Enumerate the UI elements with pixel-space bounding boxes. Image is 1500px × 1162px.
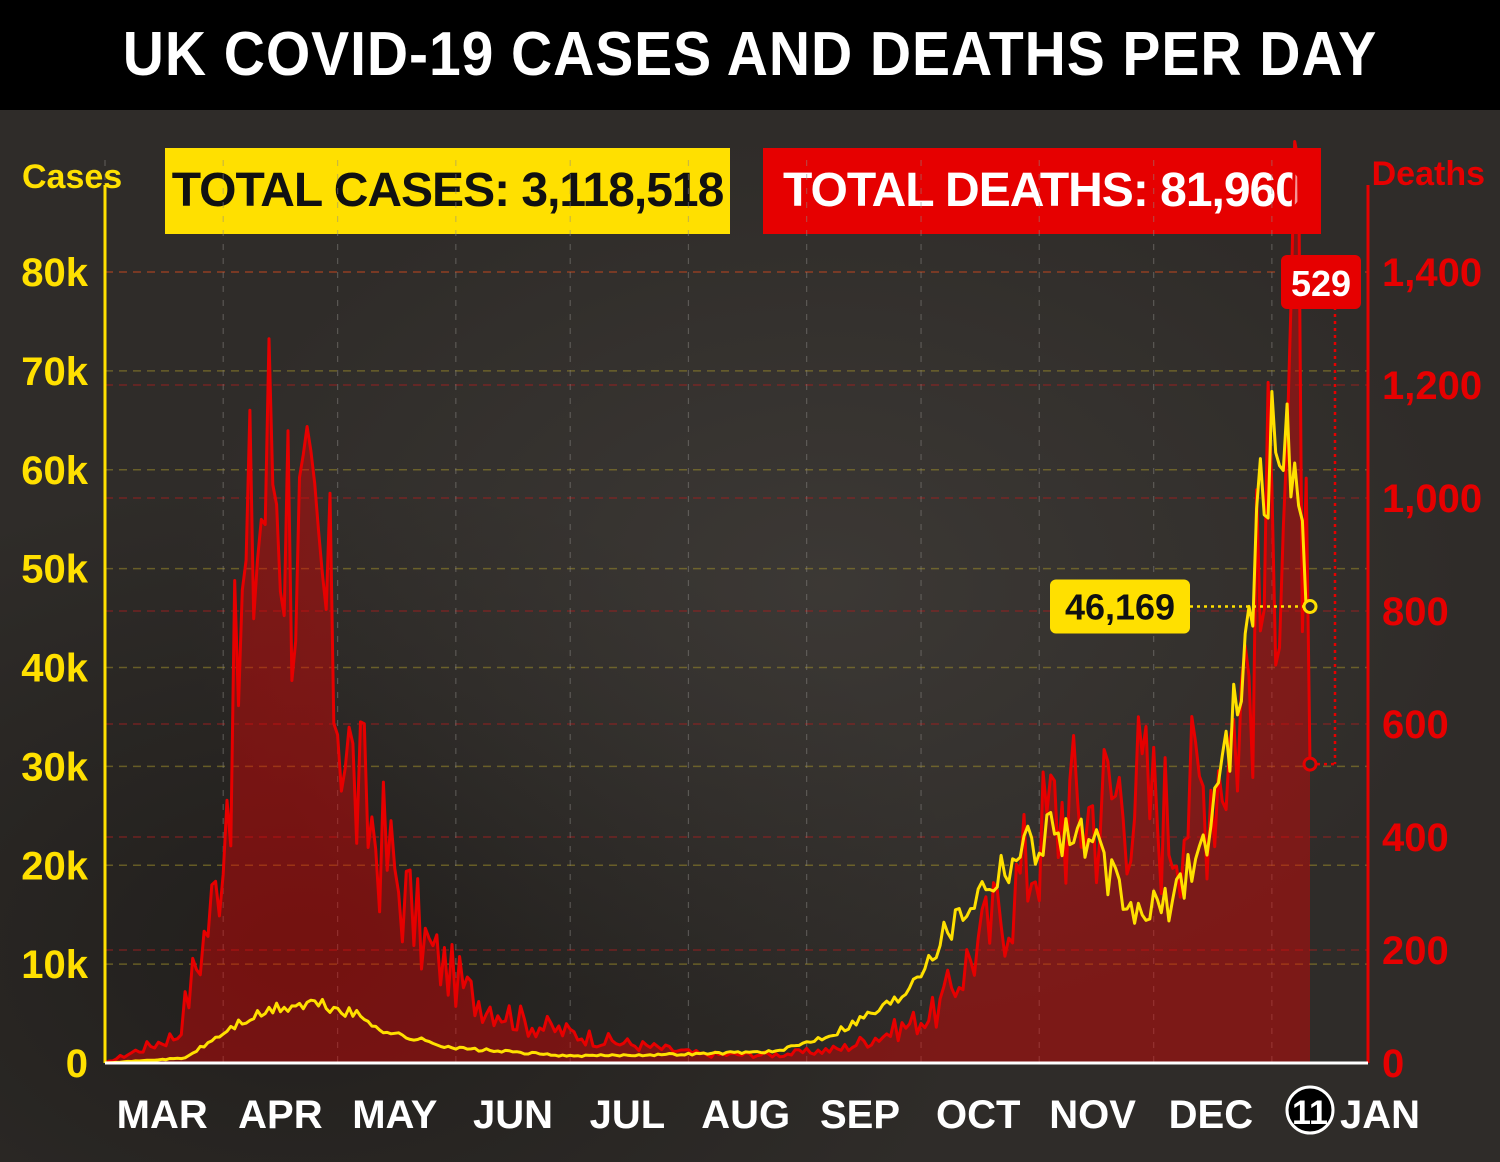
x-month-label: APR	[238, 1093, 323, 1137]
total-cases-label: TOTAL CASES: 3,118,518	[171, 164, 725, 217]
y-right-tick-label: 600	[1382, 703, 1449, 747]
y-left-tick-label: 30k	[21, 745, 88, 789]
x-month-label: SEP	[820, 1093, 900, 1137]
x-month-label: NOV	[1049, 1093, 1136, 1137]
y-right-tick-label: 200	[1382, 929, 1449, 973]
y-left-tick-label: 10k	[21, 943, 88, 987]
day-marker-circle	[1285, 1085, 1335, 1135]
total-cases-badge: TOTAL CASES: 3,118,518	[165, 148, 730, 234]
x-day-label: 11	[1292, 1094, 1328, 1132]
x-month-label: JUL	[590, 1093, 666, 1137]
x-month-label: MAY	[352, 1093, 438, 1137]
x-month-label: AUG	[701, 1093, 790, 1137]
page-title: UK COVID-19 CASES AND DEATHS PER DAY	[122, 20, 1378, 89]
y-left-tick-label: 70k	[21, 350, 88, 394]
y-right-tick-label: 1,000	[1382, 477, 1482, 521]
cases-callout-box	[1050, 579, 1190, 634]
cases-end-marker	[1302, 599, 1318, 615]
x-month-label: OCT	[936, 1093, 1020, 1137]
cases-series	[104, 390, 1311, 1065]
cases-line	[104, 390, 1311, 1065]
y-right-tick-label: 1,200	[1382, 364, 1482, 408]
y-right-title: Deaths	[1372, 155, 1485, 193]
deaths-area	[105, 141, 1310, 1063]
x-month-label: MAR	[117, 1093, 208, 1137]
deaths-end-marker	[1302, 756, 1318, 772]
header-bar: UK COVID-19 CASES AND DEATHS PER DAY	[0, 0, 1500, 110]
y-left-tick-label: 0	[66, 1042, 88, 1086]
y-left-tick-label: 80k	[21, 251, 88, 295]
chart-background	[0, 110, 1500, 1162]
x-month-label: JUN	[473, 1093, 553, 1137]
cases-callout-label: 46,169	[1065, 587, 1175, 628]
deaths-callout-label: 529	[1291, 263, 1351, 304]
total-deaths-label: TOTAL DEATHS: 81,960	[783, 164, 1302, 217]
deaths-callout-box	[1281, 255, 1361, 309]
axes	[103, 185, 1370, 1065]
y-left-title: Cases	[22, 158, 122, 196]
axis-labels: Cases Deaths 0 10k 20k 30k 40k 50k 60k 70k 80k 0 200…	[21, 155, 1485, 1137]
total-deaths-badge: TOTAL DEATHS: 81,960	[763, 148, 1321, 234]
y-left-tick-label: 20k	[21, 844, 88, 888]
y-left-tick-label: 40k	[21, 647, 88, 691]
x-month-label: DEC	[1169, 1093, 1253, 1137]
y-left-tick-label: 60k	[21, 449, 88, 493]
grid-lines	[104, 160, 1368, 1063]
x-month-label: JAN	[1340, 1093, 1420, 1137]
callouts: 46,169 529	[1050, 255, 1361, 772]
y-right-tick-label: 1,400	[1382, 251, 1482, 295]
y-right-tick-label: 0	[1382, 1042, 1404, 1086]
y-left-tick-label: 50k	[21, 548, 88, 592]
y-right-tick-label: 400	[1382, 816, 1449, 860]
y-right-tick-label: 800	[1382, 590, 1449, 634]
